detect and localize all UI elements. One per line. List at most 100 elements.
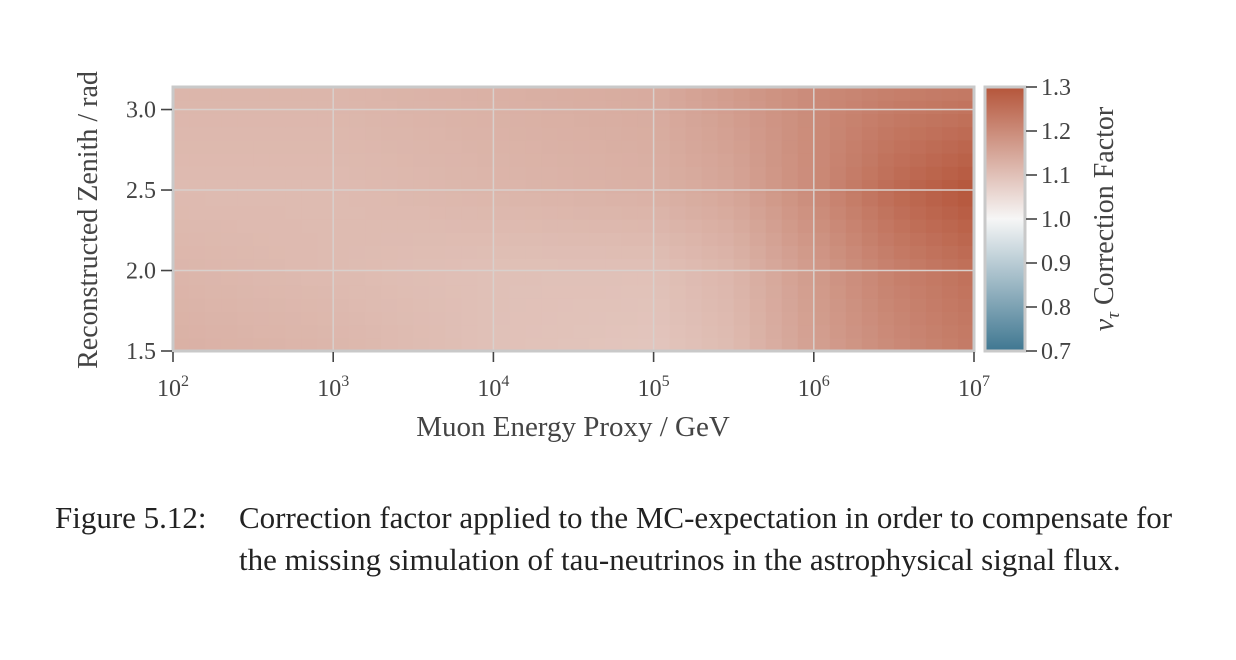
heatmap-cell [605, 153, 623, 167]
colorbar-label: ντ Correction Factor [1089, 106, 1124, 331]
heatmap-cell [733, 285, 751, 299]
heatmap-cell [557, 179, 575, 194]
heatmap-cell [829, 337, 847, 352]
heatmap-cell [941, 87, 959, 101]
heatmap-cell [253, 298, 270, 312]
heatmap-cell [253, 285, 270, 299]
heatmap-cell [493, 166, 511, 180]
heatmap-cell [509, 285, 527, 299]
heatmap-cell [941, 126, 959, 141]
heatmap-cell [717, 100, 735, 114]
heatmap-cell [557, 87, 575, 101]
heatmap-cell [365, 258, 382, 273]
heatmap-cell [877, 219, 895, 233]
heatmap-cell [173, 271, 190, 286]
heatmap-cell [397, 205, 414, 220]
heatmap-cell [429, 285, 446, 299]
heatmap-cell [525, 100, 543, 114]
heatmap-cell [909, 311, 927, 326]
y-tick-label: 3.0 [126, 98, 156, 124]
heatmap-cell [749, 219, 767, 233]
heatmap-cell [221, 166, 238, 180]
heatmap-cell [557, 153, 575, 167]
y-axis: 1.5 2.0 2.5 3.0 [126, 98, 172, 365]
heatmap-cell [781, 179, 799, 194]
heatmap-cell [173, 205, 190, 220]
heatmap-cell [493, 179, 511, 194]
heatmap-cell [381, 179, 398, 194]
heatmap-cell [477, 100, 494, 114]
heatmap-cell [237, 205, 254, 220]
heatmap-cell [221, 113, 238, 128]
heatmap-cell [685, 113, 703, 128]
heatmap-cell [541, 232, 559, 246]
heatmap-cell [733, 192, 751, 207]
heatmap-cell [877, 311, 895, 326]
heatmap-cell [301, 205, 318, 220]
colorbar-label-subscript: τ [1103, 311, 1124, 319]
heatmap-cell [573, 258, 591, 273]
heatmap-cell [173, 100, 190, 114]
heatmap-cell [605, 219, 623, 233]
heatmap-cell [365, 324, 382, 339]
heatmap-cell [205, 192, 222, 207]
heatmap-cell [941, 192, 959, 207]
heatmap-cell [509, 271, 527, 286]
heatmap-cell [861, 219, 879, 233]
heatmap-cell [221, 153, 238, 167]
heatmap-cell [317, 153, 334, 167]
caption-label: Figure 5.12: [55, 500, 207, 535]
heatmap-cell [381, 311, 398, 326]
heatmap-cell [781, 219, 799, 233]
heatmap-cell [669, 337, 687, 352]
heatmap-cell [269, 271, 286, 286]
heatmap-cell [349, 192, 366, 207]
heatmap-cell [845, 219, 863, 233]
heatmap-cell [957, 179, 975, 194]
heatmap-cell [829, 153, 847, 167]
heatmap-cell [797, 298, 815, 312]
heatmap-cell [669, 245, 687, 260]
heatmap-cell [477, 87, 494, 101]
heatmap-cell [909, 139, 927, 154]
heatmap-cell [189, 87, 206, 101]
heatmap-cell [461, 285, 478, 299]
heatmap-cell [349, 324, 366, 339]
heatmap-cell [797, 179, 815, 194]
heatmap-cell [221, 192, 238, 207]
heatmap-cell [765, 337, 783, 352]
heatmap-cell [525, 113, 543, 128]
heatmap-cell [637, 87, 655, 101]
heatmap-cell [749, 100, 767, 114]
x-axis-label: Muon Energy Proxy / GeV [416, 411, 730, 443]
heatmap-cell [845, 232, 863, 246]
heatmap-cell [365, 285, 382, 299]
heatmap-cell [893, 153, 911, 167]
heatmap-cell [845, 153, 863, 167]
heatmap-cell [701, 166, 719, 180]
heatmap-cell [861, 324, 879, 339]
heatmap-cell [941, 285, 959, 299]
heatmap-cell [621, 113, 639, 128]
heatmap-cell [541, 245, 559, 260]
heatmap-cell [413, 192, 430, 207]
heatmap-cell [637, 245, 655, 260]
heatmap-cells [173, 87, 975, 352]
heatmap-cell [397, 258, 414, 273]
heatmap-cell [909, 285, 927, 299]
heatmap-cell [957, 205, 975, 220]
heatmap-cell [333, 153, 350, 167]
heatmap-cell [333, 337, 350, 352]
heatmap-cell [541, 271, 559, 286]
heatmap-cell [429, 166, 446, 180]
heatmap-cell [781, 298, 799, 312]
heatmap-cell [429, 337, 446, 352]
heatmap-cell [781, 205, 799, 220]
heatmap-cell [893, 87, 911, 101]
heatmap-cell [813, 232, 831, 246]
heatmap-cell [781, 192, 799, 207]
heatmap-cell [413, 205, 430, 220]
heatmap-cell [333, 298, 350, 312]
heatmap-cell [605, 298, 623, 312]
heatmap-cell [365, 311, 382, 326]
